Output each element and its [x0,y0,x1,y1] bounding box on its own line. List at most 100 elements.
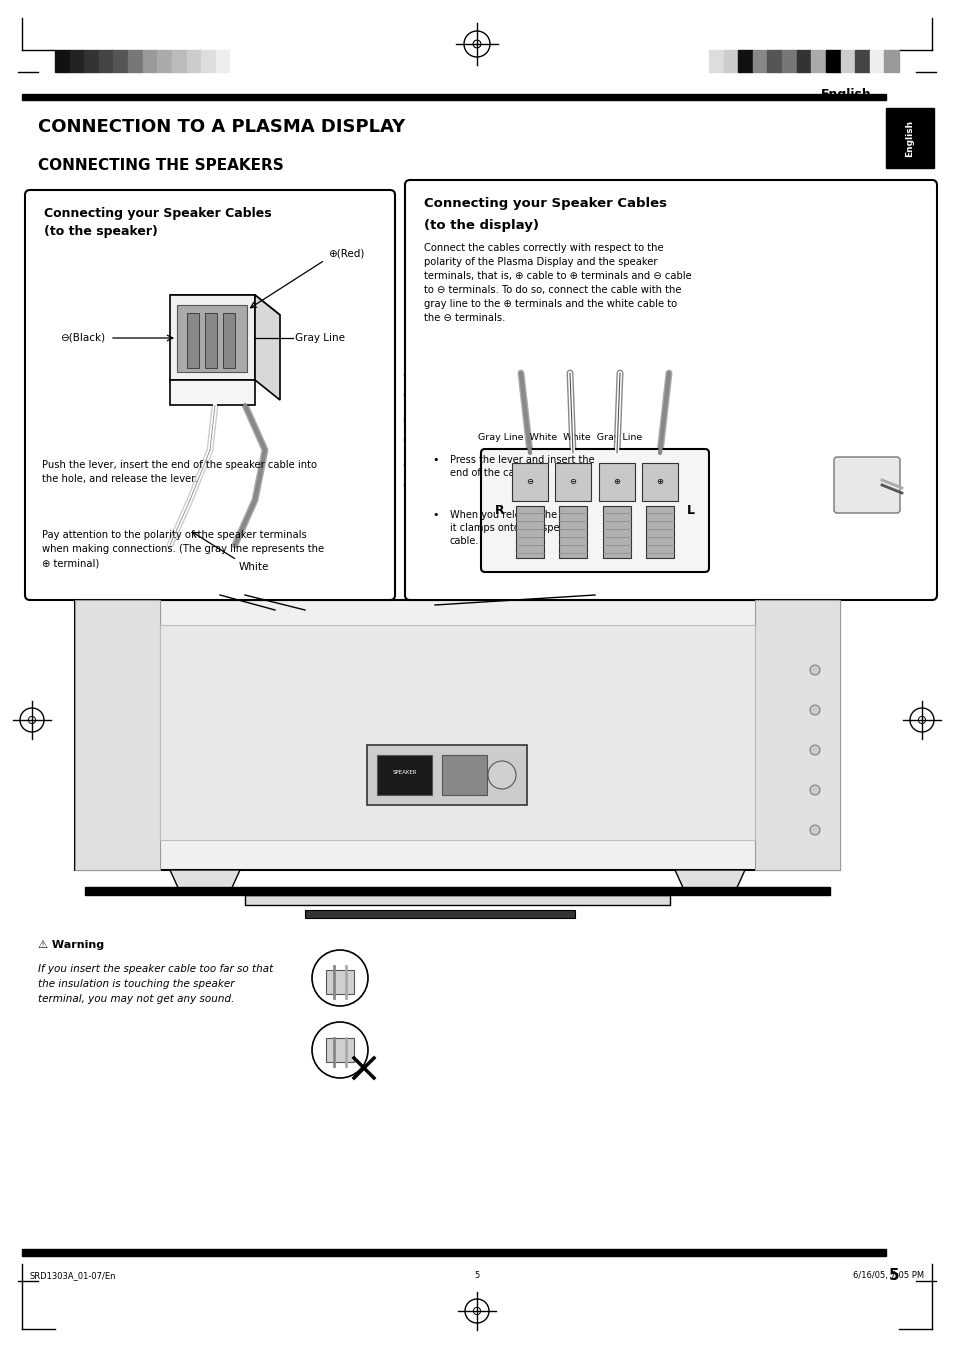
Text: ⊕(Red): ⊕(Red) [328,249,364,258]
Bar [441,755,486,794]
Text: (to the display): (to the display) [423,219,538,232]
Bar [113,50,128,72]
Text: SRD1303A_01-07/En: SRD1303A_01-07/En [30,1271,116,1279]
Bar [840,50,854,72]
Bar [885,108,933,168]
Bar [201,50,215,72]
Text: ⊕: ⊕ [613,477,619,486]
Polygon shape [170,870,240,892]
Text: English: English [904,119,914,157]
Bar [70,50,84,72]
FancyBboxPatch shape [480,449,708,571]
Bar [128,50,143,72]
Polygon shape [675,870,744,892]
Bar [223,313,234,367]
Bar [558,507,586,558]
Text: Connecting your Speaker Cables: Connecting your Speaker Cables [423,197,666,209]
FancyBboxPatch shape [833,457,899,513]
Bar [810,50,825,72]
Text: If you insert the speaker cable too far so that
the insulation is touching the s: If you insert the speaker cable too far … [38,965,273,1004]
Bar [99,50,113,72]
Text: SPEAKER: SPEAKER [393,770,416,775]
Circle shape [403,416,412,424]
Text: 6/16/05, 7:05 PM: 6/16/05, 7:05 PM [852,1271,923,1279]
Text: 5: 5 [887,1269,898,1283]
Bar [796,50,810,72]
Text: CONNECTION TO A PLASMA DISPLAY: CONNECTION TO A PLASMA DISPLAY [38,118,405,136]
Bar [883,50,898,72]
Text: R: R [495,504,504,517]
Text: L: L [686,504,695,517]
Circle shape [809,665,820,676]
Bar [85,888,829,894]
Bar [752,50,766,72]
Text: 5: 5 [474,1271,479,1279]
Text: Gray Line: Gray Line [294,332,345,343]
Bar [367,744,526,805]
Bar [754,600,840,870]
Polygon shape [170,295,280,315]
Bar [512,463,547,501]
Polygon shape [177,305,247,372]
Text: ⚠ Warning: ⚠ Warning [38,940,104,950]
Text: English: English [821,88,871,101]
Bar [22,95,885,100]
Text: Gray Line  White  White  Gray Line: Gray Line White White Gray Line [477,434,641,442]
Text: CONNECTING THE SPEAKERS: CONNECTING THE SPEAKERS [38,158,283,173]
Text: Push the lever, insert the end of the speaker cable into
the hole, and release t: Push the lever, insert the end of the sp… [42,459,316,484]
Bar [781,50,796,72]
Text: ⊖(Black): ⊖(Black) [60,332,105,343]
Circle shape [809,785,820,794]
Circle shape [809,705,820,715]
Bar [326,970,354,994]
Text: When you release the lever,
it clamps onto the speaker
cable.: When you release the lever, it clamps on… [450,509,587,546]
Bar [376,755,432,794]
Circle shape [488,761,516,789]
Bar [602,507,630,558]
Bar [160,626,754,840]
Bar [825,50,840,72]
Text: White: White [239,562,269,571]
Bar [869,50,883,72]
Bar [326,1038,354,1062]
Bar [75,600,160,870]
Polygon shape [170,380,254,405]
Bar [84,50,99,72]
Circle shape [403,372,412,380]
Bar [230,50,245,72]
Bar [708,50,723,72]
Bar [215,50,230,72]
Bar [641,463,678,501]
Text: Connecting your Speaker Cables: Connecting your Speaker Cables [44,207,272,220]
Circle shape [403,390,412,399]
Bar [305,911,575,917]
FancyBboxPatch shape [405,180,936,600]
Bar [723,50,738,72]
Text: Connect the cables correctly with respect to the
polarity of the Plasma Display : Connect the cables correctly with respec… [423,243,691,323]
Text: ⊖: ⊖ [526,477,533,486]
Circle shape [809,744,820,755]
Circle shape [403,461,412,469]
Bar [187,313,199,367]
Bar [854,50,869,72]
Bar [22,1250,885,1256]
Circle shape [403,481,412,489]
Text: •: • [432,509,438,520]
Bar [598,463,635,501]
Polygon shape [254,295,280,400]
Bar [645,507,673,558]
Bar [245,894,669,905]
Bar [172,50,187,72]
Text: Pay attention to the polarity of the speaker terminals
when making connections. : Pay attention to the polarity of the spe… [42,530,324,567]
Circle shape [403,436,412,444]
Bar [516,507,543,558]
FancyBboxPatch shape [25,190,395,600]
Circle shape [809,825,820,835]
Text: Press the lever and insert the
end of the cable.: Press the lever and insert the end of th… [450,455,594,478]
Bar [157,50,172,72]
Text: ⊕: ⊕ [656,477,662,486]
Bar [55,50,70,72]
Bar [766,50,781,72]
Bar [555,463,590,501]
Polygon shape [170,295,254,380]
